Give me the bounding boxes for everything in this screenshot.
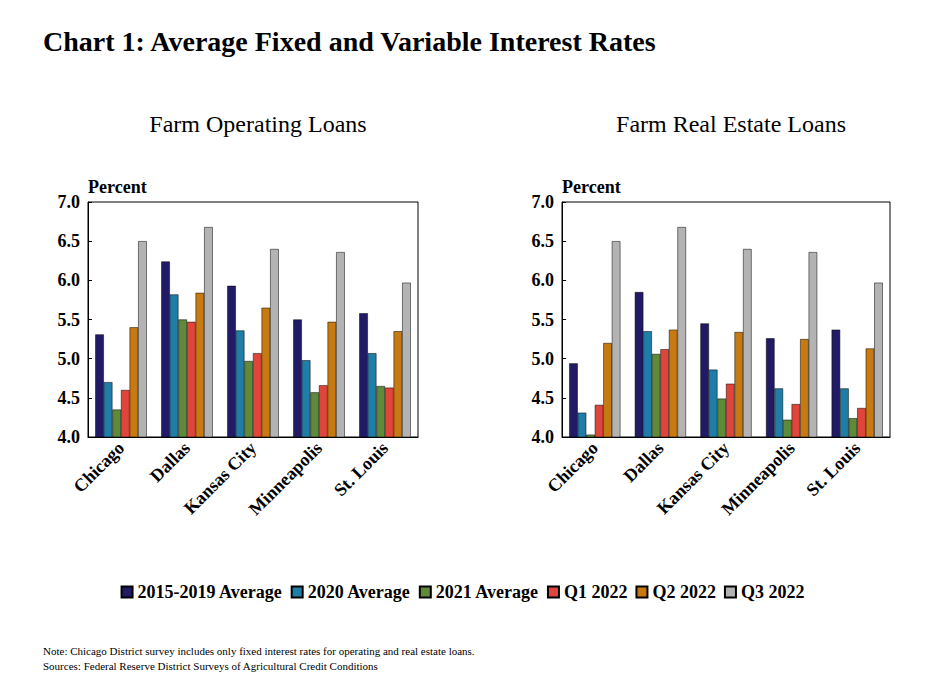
svg-text:Note: Chicago District survey: Note: Chicago District survey includes o… xyxy=(43,645,475,657)
svg-text:Farm Operating Loans: Farm Operating Loans xyxy=(149,111,366,137)
svg-text:Q2 2022: Q2 2022 xyxy=(652,582,716,602)
svg-text:4.5: 4.5 xyxy=(532,388,555,408)
svg-text:4.0: 4.0 xyxy=(58,427,81,447)
svg-text:6.0: 6.0 xyxy=(58,270,81,290)
svg-text:St. Louis: St. Louis xyxy=(330,438,392,500)
svg-text:4.0: 4.0 xyxy=(532,427,555,447)
svg-text:2021 Average: 2021 Average xyxy=(436,582,538,602)
svg-text:Dallas: Dallas xyxy=(146,438,194,486)
svg-text:Sources: Federal Reserve Distr: Sources: Federal Reserve District Survey… xyxy=(43,660,378,672)
svg-text:Percent: Percent xyxy=(562,177,621,197)
svg-text:St. Louis: St. Louis xyxy=(802,438,864,500)
svg-text:Kansas City: Kansas City xyxy=(179,437,261,519)
svg-text:Q3 2022: Q3 2022 xyxy=(741,582,805,602)
svg-text:2020 Average: 2020 Average xyxy=(308,582,410,602)
svg-text:5.0: 5.0 xyxy=(58,349,81,369)
svg-text:5.5: 5.5 xyxy=(532,310,555,330)
svg-text:Minneapolis: Minneapolis xyxy=(245,438,326,519)
svg-text:6.0: 6.0 xyxy=(532,270,555,290)
svg-text:5.5: 5.5 xyxy=(58,310,81,330)
svg-text:Chicago: Chicago xyxy=(69,438,128,497)
svg-text:6.5: 6.5 xyxy=(58,231,81,251)
svg-text:Farm Real Estate Loans: Farm Real Estate Loans xyxy=(616,111,846,137)
svg-text:Kansas City: Kansas City xyxy=(652,437,734,519)
svg-text:2015-2019 Average: 2015-2019 Average xyxy=(138,582,282,602)
svg-text:Minneapolis: Minneapolis xyxy=(717,438,798,519)
svg-text:Percent: Percent xyxy=(88,177,147,197)
svg-text:Dallas: Dallas xyxy=(619,438,667,486)
svg-text:4.5: 4.5 xyxy=(58,388,81,408)
svg-text:5.0: 5.0 xyxy=(532,349,555,369)
svg-text:Chart 1: Average Fixed and Var: Chart 1: Average Fixed and Variable Inte… xyxy=(43,26,656,57)
svg-text:6.5: 6.5 xyxy=(532,231,555,251)
svg-text:7.0: 7.0 xyxy=(58,192,81,212)
svg-text:Q1 2022: Q1 2022 xyxy=(564,582,628,602)
svg-text:7.0: 7.0 xyxy=(532,192,555,212)
svg-text:Chicago: Chicago xyxy=(543,438,602,497)
